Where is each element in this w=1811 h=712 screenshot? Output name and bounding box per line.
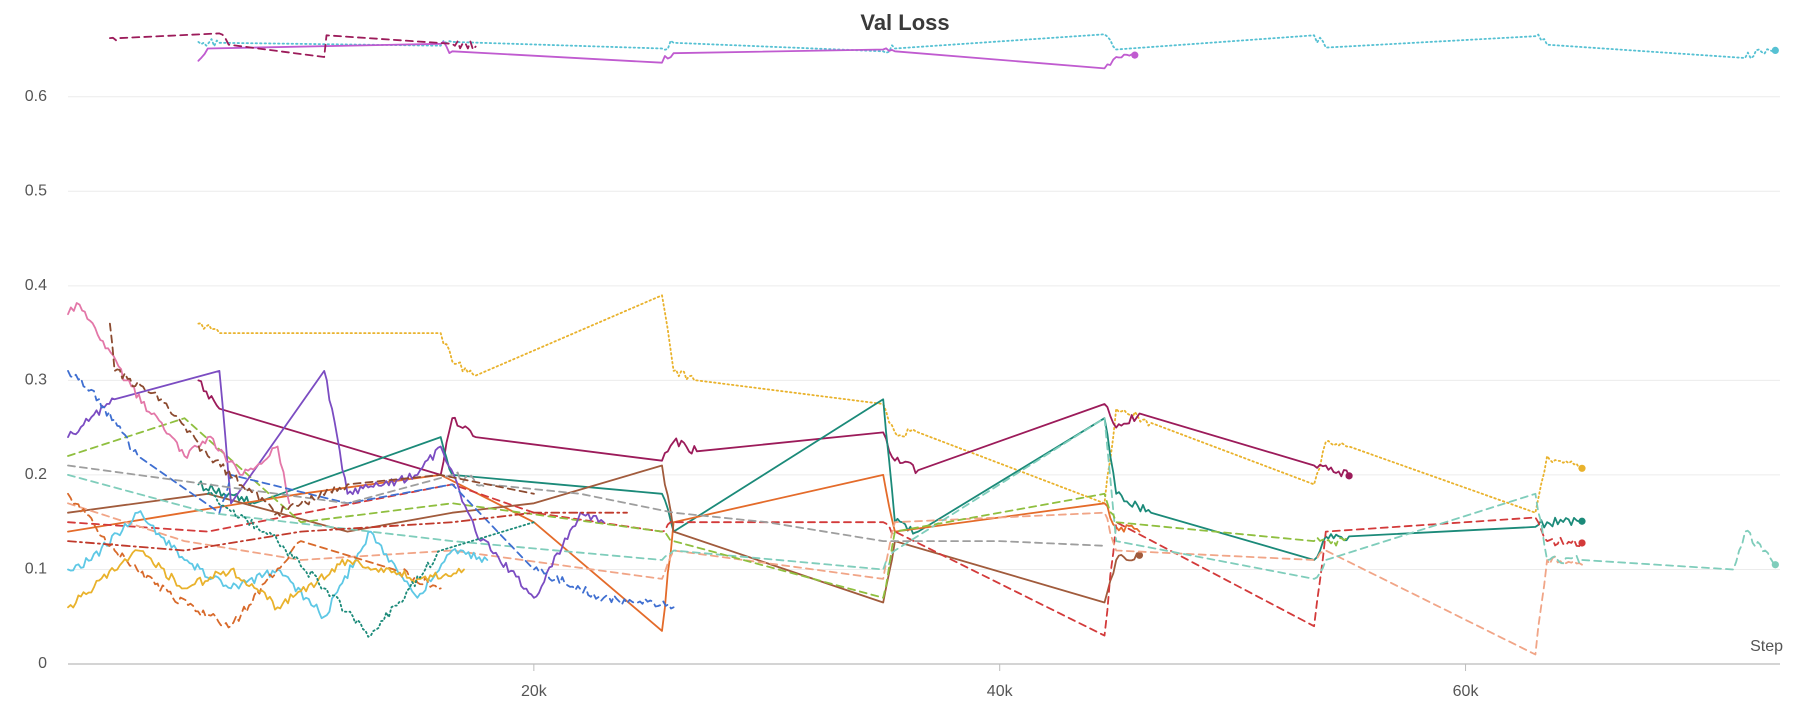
series-line-run-yellow-dotted xyxy=(197,294,1583,514)
series-end-marker-run-crimson-solid xyxy=(1345,472,1353,480)
series-line-run-mint-dashed xyxy=(67,417,1777,580)
axes: 0 0.1 0.2 0.3 0.4 0.5 0.6 20k 40k 60k xyxy=(25,88,1780,700)
x-tick-label: 20k xyxy=(521,683,548,700)
y-tick-label: 0 xyxy=(38,655,47,672)
series-line-run-magenta-top xyxy=(197,40,1136,70)
y-tick-label: 0.5 xyxy=(25,182,47,199)
series-line-run-blue-dashed xyxy=(67,370,675,610)
series-end-marker-run-yellow-dotted xyxy=(1578,464,1586,472)
x-tick-label: 60k xyxy=(1453,683,1480,700)
series-line-run-rust-dashdot xyxy=(67,511,628,552)
y-tick-label: 0.6 xyxy=(25,88,47,105)
series-end-marker-run-red-dashed xyxy=(1578,539,1586,547)
chart-title: Val Loss xyxy=(860,10,949,35)
series-line-run-crimson-top xyxy=(109,32,477,58)
series-line-run-teal-dotted xyxy=(206,490,535,638)
series-line-run-purple-solid xyxy=(67,370,605,599)
series-end-marker-run-teal-solid xyxy=(1578,517,1586,525)
series-line-run-pink-solid xyxy=(67,302,291,505)
series-group xyxy=(67,32,1779,656)
grid xyxy=(68,96,1780,570)
y-tick-label: 0.4 xyxy=(25,277,47,294)
series-line-run-yellow-solid xyxy=(67,549,465,611)
series-line-run-crimson-solid xyxy=(197,379,1350,478)
series-line-run-teal-solid xyxy=(197,398,1583,561)
series-line-run-red-dashed xyxy=(67,483,1583,637)
series-line-run-cyan-top xyxy=(197,33,1777,60)
series-end-marker-run-cyan-top xyxy=(1771,46,1779,55)
series-line-run-darkorange-dashed xyxy=(67,492,442,629)
y-tick-label: 0.2 xyxy=(25,466,47,483)
series-line-run-lime-dashed xyxy=(67,417,1350,599)
series-line-run-grey-dashed xyxy=(67,464,1106,547)
series-line-run-darkbrown-dashed xyxy=(109,322,535,518)
series-line-run-salmon-dashed xyxy=(67,502,1583,656)
series-end-marker-run-magenta-top xyxy=(1131,51,1139,59)
series-end-marker-run-brown-solid xyxy=(1135,551,1144,559)
y-tick-label: 0.1 xyxy=(25,561,47,578)
x-tick-label: 40k xyxy=(987,683,1014,700)
series-end-marker-run-mint-dashed xyxy=(1771,561,1779,569)
y-tick-label: 0.3 xyxy=(25,372,47,389)
x-axis-label: Step xyxy=(1750,638,1783,655)
